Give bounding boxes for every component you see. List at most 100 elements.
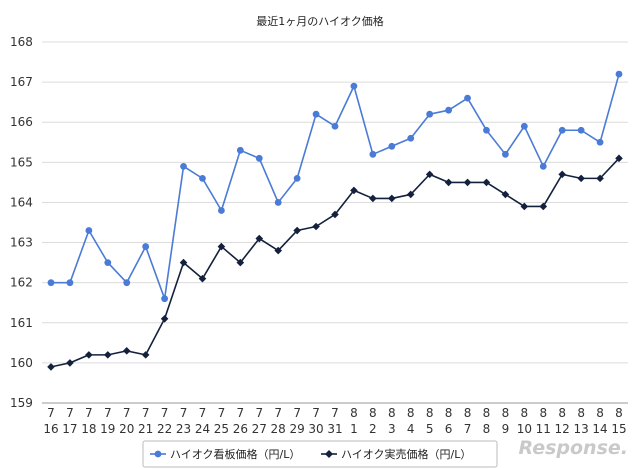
data-point — [520, 202, 529, 211]
y-tick-label: 164 — [10, 195, 33, 209]
y-tick-label: 167 — [10, 75, 33, 89]
x-tick-day: 18 — [81, 422, 96, 436]
watermark-logo: Response. — [519, 437, 628, 459]
data-point — [388, 194, 396, 203]
y-tick-label: 161 — [10, 316, 33, 330]
data-point — [199, 174, 206, 182]
x-tick-month: 7 — [47, 406, 55, 420]
chart-title: 最近1ヶ月のハイオク価格 — [256, 14, 384, 28]
data-point — [274, 199, 282, 206]
data-point — [66, 359, 74, 367]
x-tick-month: 8 — [445, 406, 453, 420]
x-tick-day: 11 — [536, 422, 551, 436]
data-point — [615, 154, 623, 163]
x-tick-month: 8 — [502, 406, 510, 420]
x-tick-month: 7 — [237, 406, 245, 420]
x-tick-month: 7 — [293, 406, 301, 420]
x-tick-day: 25 — [214, 422, 229, 436]
x-tick-month: 7 — [123, 406, 131, 420]
data-point — [445, 106, 452, 114]
x-tick-month: 8 — [426, 406, 434, 420]
data-point — [539, 202, 548, 211]
x-tick-month: 7 — [104, 406, 112, 420]
data-point — [293, 174, 301, 182]
data-point — [85, 351, 93, 359]
x-tick-day: 3 — [388, 422, 396, 436]
data-point — [482, 178, 491, 187]
data-point — [331, 210, 339, 219]
data-point — [558, 170, 566, 179]
data-point — [141, 351, 150, 359]
x-tick-day: 10 — [517, 422, 532, 436]
data-point — [464, 94, 471, 102]
data-point — [142, 243, 150, 250]
y-axis: 159 160 161 162 163 164 165 166 167 168 — [10, 35, 33, 410]
x-tick-day: 28 — [271, 422, 286, 436]
data-point — [104, 259, 112, 267]
x-tick-month: 8 — [577, 406, 585, 420]
legend-label-1: ハイオク実売価格（円/L） — [341, 447, 471, 461]
x-tick-month: 7 — [331, 406, 339, 420]
x-tick-month: 7 — [255, 406, 263, 420]
data-point — [596, 174, 604, 183]
data-point — [520, 122, 528, 130]
data-point — [425, 170, 434, 179]
x-tick-day: 9 — [502, 422, 510, 436]
data-point — [331, 122, 339, 130]
data-point — [236, 258, 245, 267]
x-tick-month: 7 — [142, 406, 150, 420]
x-tick-day: 1 — [350, 422, 358, 436]
x-tick-month: 7 — [218, 406, 226, 420]
data-point — [558, 126, 566, 134]
legend-marker-1 — [325, 450, 333, 458]
data-point — [577, 126, 585, 134]
data-point — [47, 363, 55, 371]
data-point — [104, 351, 112, 359]
data-point — [66, 279, 74, 287]
x-tick-month: 7 — [180, 406, 188, 420]
y-tick-label: 159 — [10, 396, 33, 410]
x-tick-day: 4 — [407, 422, 415, 436]
x-tick-month: 8 — [483, 406, 491, 420]
data-point — [350, 82, 358, 90]
data-point — [218, 207, 225, 214]
x-tick-day: 17 — [62, 422, 77, 436]
x-tick-day: 6 — [445, 422, 453, 436]
x-tick-day: 14 — [592, 422, 607, 436]
x-tick-month: 7 — [274, 406, 282, 420]
data-point — [444, 178, 453, 187]
x-tick-day: 22 — [157, 422, 172, 436]
x-tick-day: 29 — [289, 422, 304, 436]
x-tick-month: 8 — [539, 406, 547, 420]
x-tick-month: 7 — [161, 406, 169, 420]
x-tick-day: 5 — [426, 422, 434, 436]
grid — [42, 41, 628, 404]
x-tick-day: 20 — [119, 422, 134, 436]
x-tick-month: 8 — [521, 406, 529, 420]
legend: ハイオク看板価格（円/L） ハイオク実売価格（円/L） — [142, 440, 498, 468]
data-point — [407, 134, 415, 142]
x-tick-day: 13 — [573, 422, 588, 436]
y-tick-label: 160 — [10, 356, 33, 370]
legend-marker-0 — [154, 450, 162, 458]
x-tick-day: 8 — [483, 422, 491, 436]
data-point — [179, 258, 188, 267]
x-tick-month: 7 — [199, 406, 207, 420]
x-tick-month: 8 — [369, 406, 377, 420]
x-tick-month: 7 — [85, 406, 93, 420]
y-tick-label: 163 — [10, 236, 33, 250]
x-axis: 7167177187197207217227237247257267277287… — [43, 406, 626, 436]
data-point — [123, 279, 131, 287]
x-tick-day: 30 — [308, 422, 323, 436]
data-point — [463, 178, 472, 187]
x-tick-month: 8 — [558, 406, 566, 420]
x-tick-month: 8 — [615, 406, 623, 420]
data-point — [180, 162, 187, 170]
data-point — [388, 142, 396, 150]
data-point — [161, 295, 169, 303]
x-tick-day: 23 — [176, 422, 191, 436]
data-point — [47, 279, 55, 287]
data-point — [274, 246, 282, 255]
data-point — [236, 146, 244, 154]
